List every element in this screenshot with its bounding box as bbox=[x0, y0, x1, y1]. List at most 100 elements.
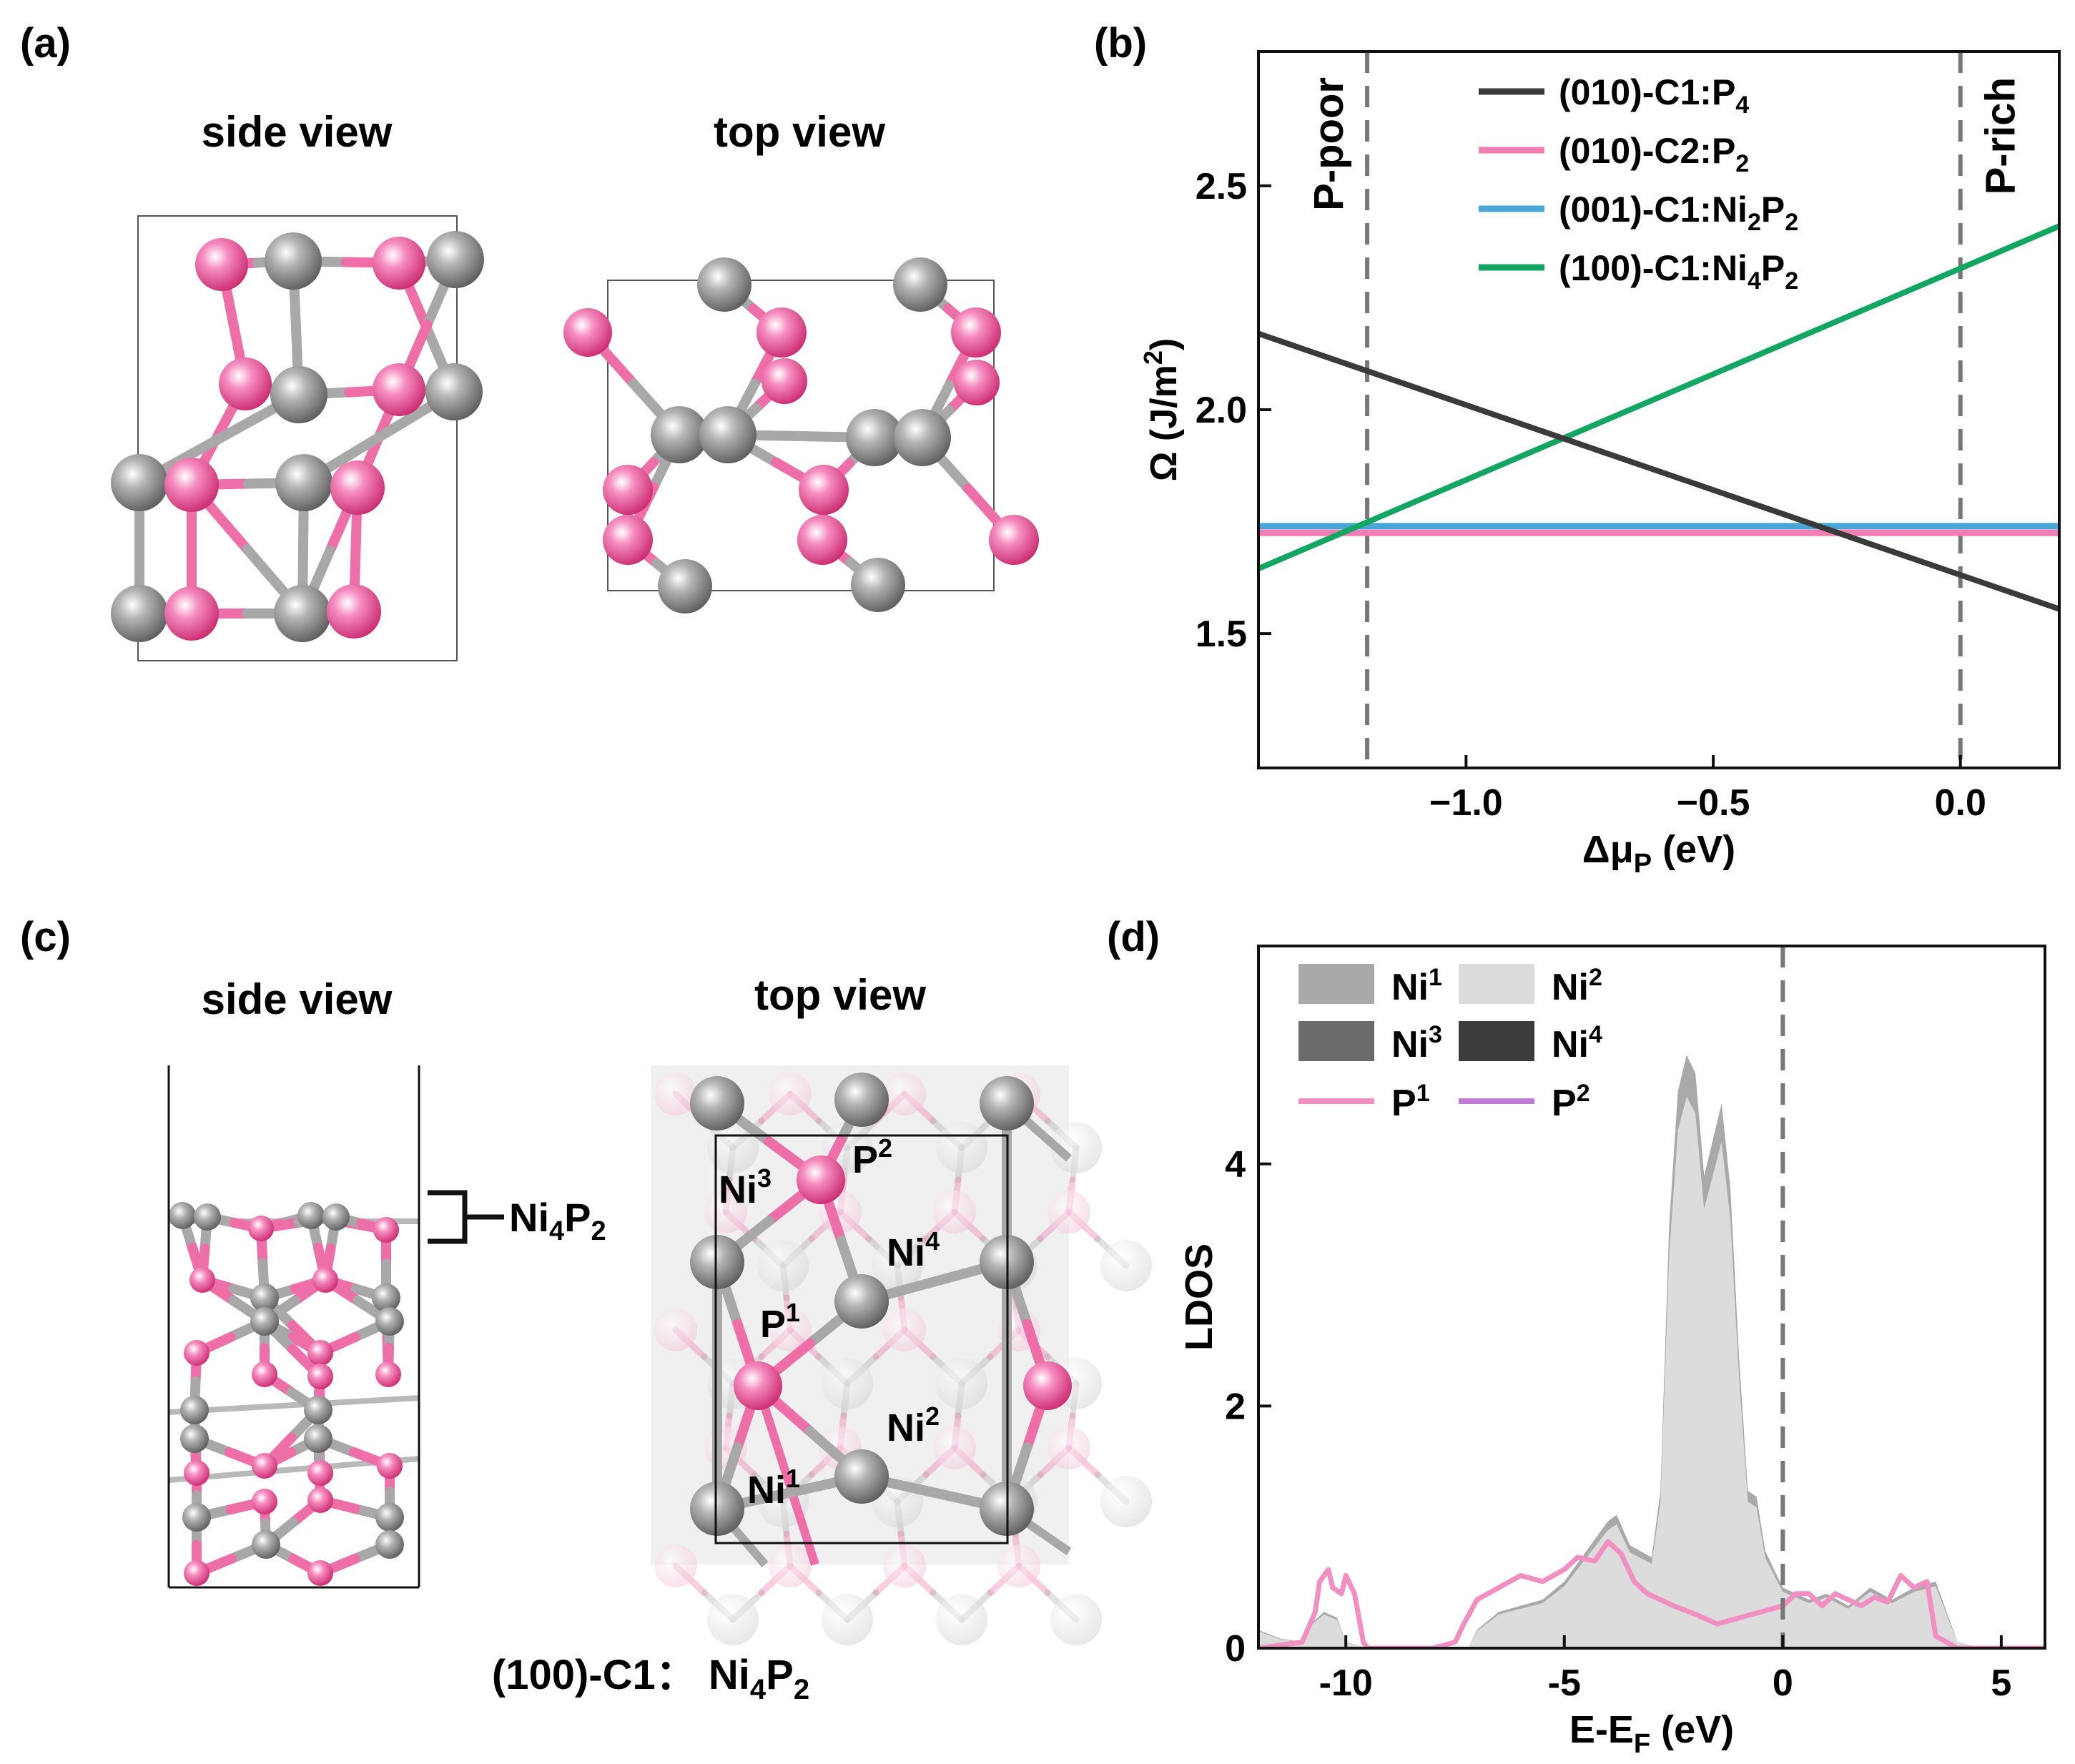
top-c-p-atom bbox=[734, 1361, 782, 1410]
side-c-ni-atom bbox=[375, 1307, 404, 1336]
top-c-ni-atom bbox=[690, 1482, 744, 1536]
side-c-bond bbox=[168, 1395, 420, 1415]
top-a-ni-atom bbox=[651, 406, 708, 463]
side-c-p-atom bbox=[307, 1364, 333, 1389]
panel-c-site-labels: Ni3 P2 Ni4 P1 Ni2 Ni1 bbox=[719, 1133, 940, 1512]
legend-label: Ni3 bbox=[1391, 1021, 1442, 1065]
y-axis-label: Ω (J/m2) bbox=[1138, 338, 1185, 481]
side-a-p-atom bbox=[330, 460, 385, 515]
legend-label: Ni1 bbox=[1391, 964, 1442, 1008]
series-line bbox=[1258, 223, 2059, 571]
side-c-p-atom bbox=[184, 1460, 210, 1486]
side-c-p-atom bbox=[307, 1560, 333, 1586]
side-c-ni-atom bbox=[250, 1283, 279, 1312]
top-c-sub-ni-atom bbox=[936, 1122, 987, 1173]
side-c-p-atom bbox=[252, 1453, 277, 1479]
side-a-ni-atom bbox=[270, 366, 327, 423]
panel-b: (b) −1.0 −0.5 0.0 1.5 2.0 2.5 ΔμP (eV) Ω (J/m2)… bbox=[1094, 20, 2061, 879]
side-a-p-atom bbox=[373, 237, 425, 290]
site-label: P1 bbox=[760, 1298, 800, 1346]
top-a-ni-atom bbox=[894, 409, 951, 466]
legend-label: (100)-C1:Ni4P2 bbox=[1559, 248, 1798, 295]
side-c-p-atom bbox=[377, 1453, 403, 1479]
top-c-sub-ni-atom bbox=[757, 1240, 809, 1291]
top-c-p-atom bbox=[1023, 1361, 1072, 1410]
x-tick-label: 5 bbox=[1991, 1662, 2011, 1704]
panel-b-label: (b) bbox=[1094, 20, 1147, 66]
legend-label: Ni4 bbox=[1552, 1021, 1602, 1065]
side-c-p-atom bbox=[307, 1460, 333, 1486]
region-annotation: P-rich bbox=[1978, 77, 2024, 194]
top-c-sub-p-atom bbox=[883, 1544, 926, 1587]
top-c-bond bbox=[754, 1384, 819, 1566]
site-label: Ni3 bbox=[719, 1163, 772, 1211]
panel-d: (d) -10 -5 0 5 0 2 4 E-EF (eV) LDOS Ni1 Ni2 Ni3 Ni4 P… bbox=[1107, 914, 2046, 1759]
top-c-sub-p-atom bbox=[769, 1309, 812, 1351]
y-tick-label: 4 bbox=[1225, 1144, 1246, 1186]
top-c-ni-atom bbox=[834, 1274, 889, 1329]
side-c-ni-atom bbox=[252, 1530, 280, 1559]
site-label: P2 bbox=[852, 1133, 892, 1181]
panel-a-side-structure bbox=[111, 231, 484, 642]
side-a-ni-atom bbox=[427, 231, 484, 288]
side-c-ni-atom bbox=[297, 1202, 325, 1229]
region-annotation: P-poor bbox=[1306, 77, 1352, 211]
panel-a: (a) side view top view bbox=[20, 20, 1039, 661]
top-c-ni-atom bbox=[834, 1449, 889, 1504]
legend-label: P1 bbox=[1391, 1080, 1430, 1124]
top-c-sub-ni-atom bbox=[1100, 1476, 1152, 1527]
top-c-sub-p-atom bbox=[933, 1191, 976, 1233]
panel-b-chart: −1.0 −0.5 0.0 1.5 2.0 2.5 ΔμP (eV) Ω (J/m2) P-po… bbox=[1138, 50, 2061, 879]
side-a-p-atom bbox=[195, 238, 248, 291]
legend-patch bbox=[1298, 1021, 1374, 1061]
top-c-sub-ni-atom bbox=[872, 1240, 923, 1291]
top-a-ni-atom bbox=[697, 257, 751, 312]
top-c-sub-ni-atom bbox=[936, 1358, 987, 1409]
site-label: Ni2 bbox=[887, 1401, 940, 1449]
top-c-sub-ni-atom bbox=[936, 1594, 987, 1645]
panel-c-caption: (100)-C1： Ni4P2 bbox=[492, 1652, 809, 1705]
panel-a-top-cell bbox=[607, 280, 995, 591]
top-c-sub-p-atom bbox=[769, 1073, 812, 1115]
side-c-p-atom bbox=[312, 1267, 338, 1293]
side-a-ni-atom bbox=[111, 585, 168, 642]
y-tick-label: 2.5 bbox=[1196, 166, 1247, 207]
panel-d-label: (d) bbox=[1107, 914, 1160, 960]
y-tick-label: 2 bbox=[1225, 1386, 1246, 1427]
side-a-ni-atom bbox=[111, 454, 168, 511]
top-c-ni-atom bbox=[690, 1076, 744, 1130]
p1-dos-line bbox=[1258, 1539, 2045, 1648]
top-c-ni-atom bbox=[980, 1076, 1034, 1130]
top-a-ni-atom bbox=[851, 558, 905, 612]
side-c-ni-atom bbox=[194, 1203, 221, 1231]
top-c-ni-atom bbox=[834, 1073, 889, 1127]
top-c-sub-ni-atom bbox=[1100, 1240, 1152, 1291]
side-c-ni-atom bbox=[304, 1396, 332, 1424]
side-c-p-atom bbox=[184, 1560, 210, 1586]
side-c-ni-atom bbox=[375, 1503, 404, 1532]
panel-a-top-structure bbox=[563, 257, 1039, 614]
side-c-p-atom bbox=[252, 1489, 277, 1514]
side-c-ni-atom bbox=[250, 1307, 279, 1336]
side-c-p-atom bbox=[248, 1216, 274, 1241]
side-c-ni-atom bbox=[182, 1503, 211, 1532]
top-c-sub-p-atom bbox=[933, 1427, 976, 1469]
panel-c-top-cell bbox=[714, 1134, 1009, 1544]
top-a-p-atom bbox=[954, 360, 1000, 405]
y-tick-label: 0 bbox=[1225, 1628, 1246, 1670]
legend-label: (010)-C1:P4 bbox=[1559, 72, 1749, 119]
side-c-p-atom bbox=[252, 1361, 277, 1387]
x-axis-label: E-EF (eV) bbox=[1569, 1708, 1734, 1759]
legend-label: P2 bbox=[1552, 1080, 1590, 1124]
side-a-p-atom bbox=[164, 458, 219, 512]
side-a-p-atom bbox=[373, 363, 425, 416]
side-c-ni-atom bbox=[375, 1530, 404, 1559]
panel-d-chart: -10 -5 0 5 0 2 4 E-EF (eV) LDOS Ni1 Ni2 Ni3 Ni4 P1 P2 bbox=[1178, 945, 2046, 1759]
legend-label: Ni2 bbox=[1552, 964, 1602, 1008]
top-a-p-atom bbox=[563, 308, 612, 357]
top-a-ni-atom bbox=[658, 559, 712, 614]
panel-c-top-view-title: top view bbox=[754, 971, 926, 1019]
top-c-sub-ni-atom bbox=[1050, 1594, 1102, 1645]
top-a-ni-atom bbox=[846, 409, 903, 466]
